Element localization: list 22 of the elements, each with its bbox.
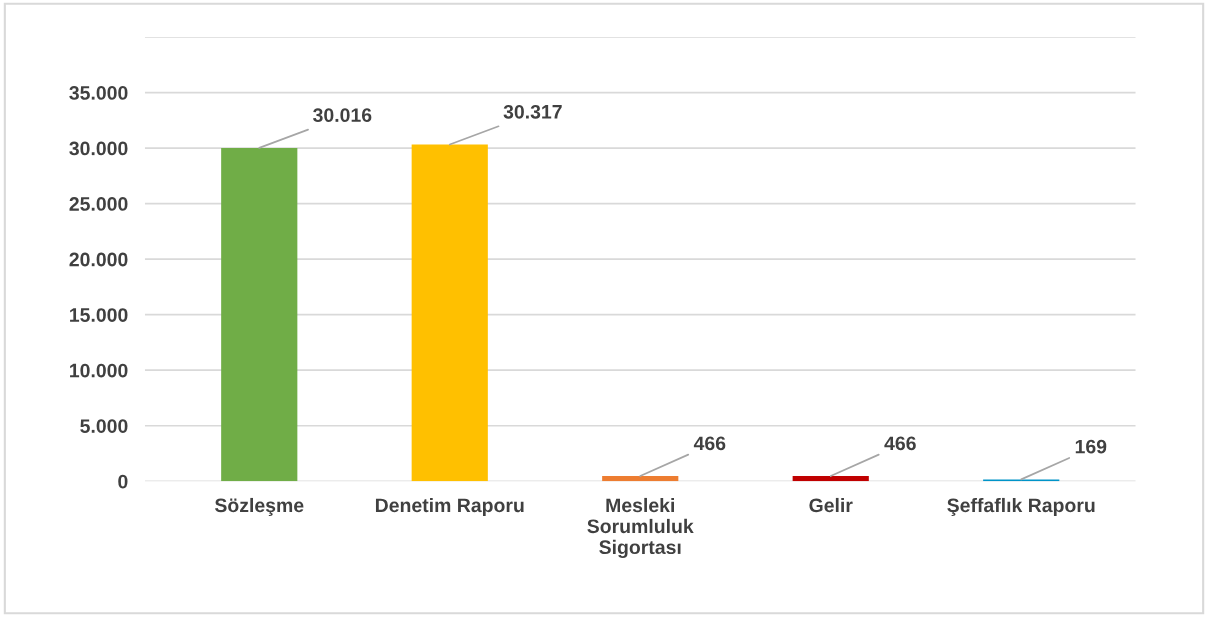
data-label: 169 <box>1075 439 1107 454</box>
data-label: 30.317 <box>503 104 562 119</box>
y-tick-label: 20.000 <box>69 252 128 267</box>
y-tick-label: 35.000 <box>69 86 128 100</box>
x-tick-label: Denetim Raporu <box>375 497 524 517</box>
y-tick-label: 30.000 <box>69 141 128 156</box>
data-label: 466 <box>884 436 916 451</box>
y-tick-label: 0 <box>118 474 128 489</box>
bar <box>602 476 679 482</box>
data-label: 466 <box>693 436 726 451</box>
bar <box>221 147 298 482</box>
y-tick-label: 5.000 <box>80 419 128 433</box>
x-tick-label: Şeffaflık Raporu <box>947 497 1095 517</box>
bar <box>411 144 488 482</box>
x-tick-label: Gelir <box>809 497 853 513</box>
y-tick-label: 25.000 <box>69 197 128 211</box>
x-tick-label: Mesleki Sorumluluk Sigortası <box>587 497 694 559</box>
bar <box>792 476 869 482</box>
y-tick-label: 15.000 <box>70 308 128 322</box>
x-tick-label: Sözleşme <box>214 497 304 517</box>
y-tick-label: 10.000 <box>70 363 128 378</box>
data-label: 30.016 <box>313 108 372 123</box>
